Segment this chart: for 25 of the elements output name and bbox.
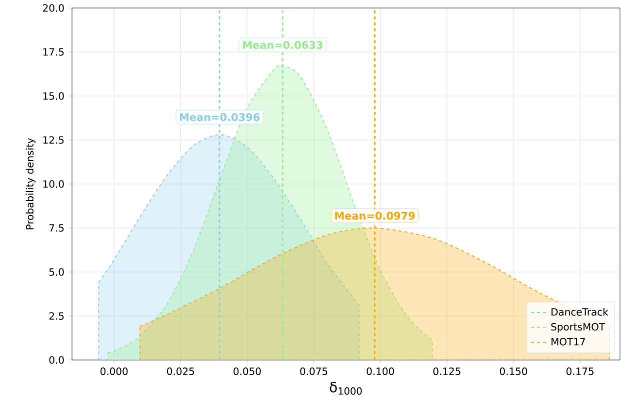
annotation: Mean=0.0979: [335, 212, 415, 220]
x-tick-label: 0.150: [500, 368, 528, 376]
x-tick-label: 0.000: [100, 368, 128, 376]
y-tick-label: 10.0: [43, 180, 64, 188]
y-tick-label: 0.0: [49, 356, 64, 364]
annotation: Mean=0.0633: [243, 41, 322, 49]
y-tick-label: 5.0: [49, 268, 64, 276]
x-tick-label: 0.075: [300, 368, 328, 376]
x-tick-label: 0.050: [234, 368, 261, 376]
x-tick-label: 0.125: [433, 368, 460, 376]
annotation: Mean=0.0396: [180, 113, 260, 122]
x-axis-title: δ$_{1000}$: [330, 382, 362, 395]
legend-label: SportsMOT: [551, 323, 606, 332]
y-tick-label: 20.0: [43, 4, 64, 12]
x-tick-label: 0.025: [167, 368, 194, 376]
y-tick-label: 15.0: [43, 92, 64, 100]
y-axis-title: Probability density: [26, 138, 36, 230]
y-tick-label: 17.5: [43, 48, 64, 56]
x-tick-label: 0.175: [566, 368, 594, 376]
legend-label: DanceTrack: [552, 308, 608, 316]
y-tick-label: 7.5: [49, 224, 64, 232]
x-tick-label: 0.100: [366, 368, 394, 376]
y-tick-label: 2.5: [49, 312, 64, 320]
y-tick-label: 12.5: [43, 136, 64, 144]
legend-label: MOT17: [552, 338, 585, 346]
